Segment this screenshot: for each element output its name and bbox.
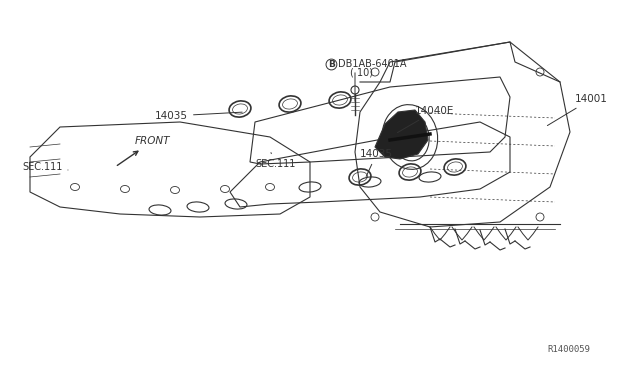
- Text: FRONT: FRONT: [117, 136, 170, 166]
- Text: R1400059: R1400059: [547, 345, 590, 354]
- Text: ( 10): ( 10): [350, 67, 373, 77]
- Polygon shape: [375, 110, 428, 159]
- Text: 14040E: 14040E: [397, 106, 454, 132]
- Text: B: B: [328, 60, 335, 69]
- Text: DB1AB-6401A: DB1AB-6401A: [338, 59, 406, 69]
- Text: 14001: 14001: [547, 94, 608, 126]
- Text: 14035: 14035: [155, 111, 242, 121]
- Text: SEC.111: SEC.111: [255, 153, 296, 169]
- Text: 14035: 14035: [360, 149, 393, 176]
- Text: SEC.111: SEC.111: [22, 162, 68, 172]
